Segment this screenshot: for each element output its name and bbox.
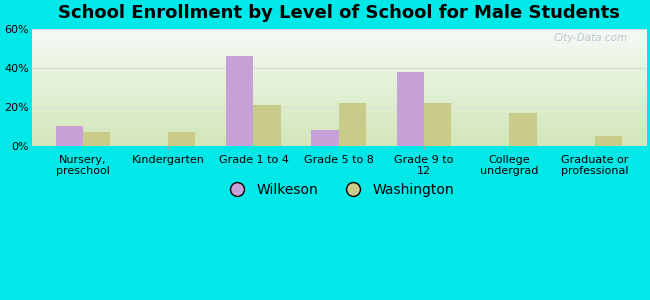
Legend: Wilkeson, Washington: Wilkeson, Washington (218, 178, 460, 203)
Bar (254, 105, 281, 146)
Bar (595, 136, 622, 146)
Bar (226, 56, 254, 146)
Bar (424, 103, 451, 146)
Bar (396, 72, 424, 146)
Title: School Enrollment by Level of School for Male Students: School Enrollment by Level of School for… (58, 4, 619, 22)
Text: City-Data.com: City-Data.com (553, 33, 627, 43)
Bar (56, 126, 83, 146)
Bar (510, 113, 537, 146)
Bar (168, 132, 196, 146)
Bar (83, 132, 110, 146)
Bar (339, 103, 366, 146)
Bar (311, 130, 339, 146)
